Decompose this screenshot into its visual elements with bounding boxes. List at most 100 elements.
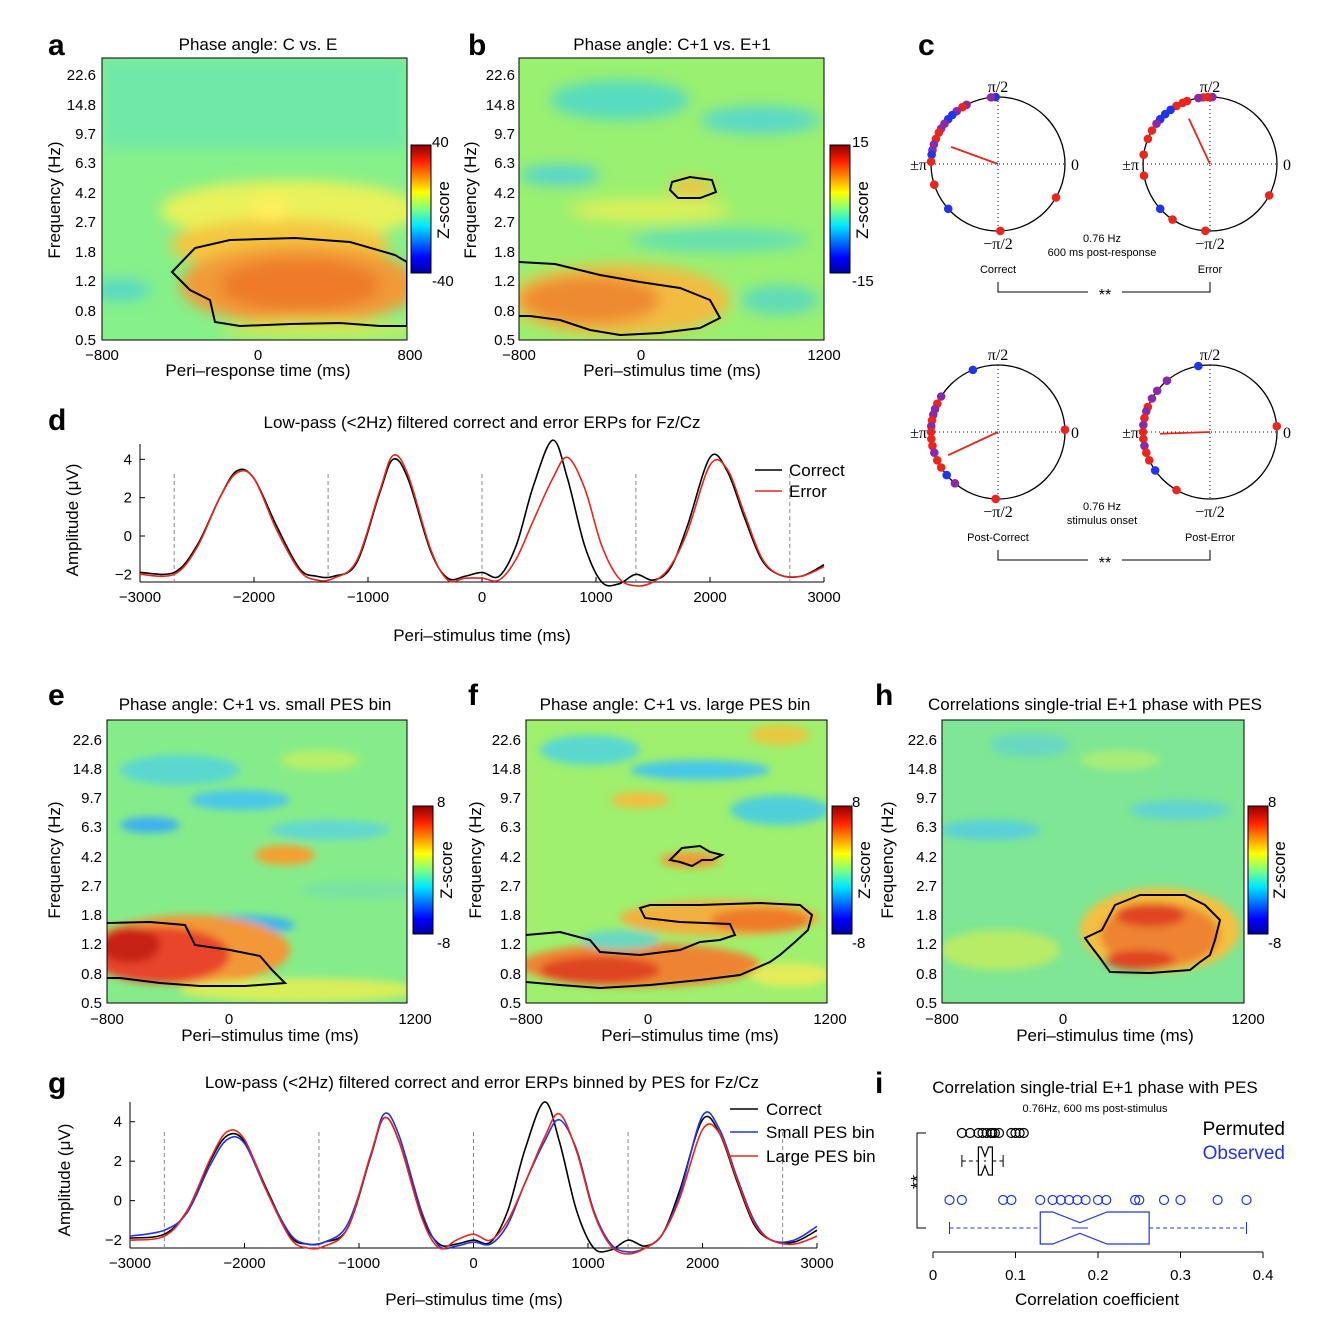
phase-dot [1168,215,1177,224]
outlier-point [1130,1194,1141,1206]
y-axis-h: 22.6 14.8 9.7 6.3 4.2 2.7 1.8 1.2 0.8 0.… [878,732,937,1012]
outlier-point [1241,1194,1252,1206]
series-line-correct [129,1101,818,1253]
panel-i-title: Correlation single-trial E+1 phase with … [932,1078,1258,1097]
y-tick-f-8: 0.8 [500,966,521,983]
y-tick-e-8: 0.8 [81,966,102,983]
polar-label: 0 [1071,157,1079,174]
line-plot-d: −3000 −2000 −1000 0 1000 2000 3000 −2 0 2 4 [115,439,841,606]
panel-e-title: Phase angle: C+1 vs. small PES bin [119,695,392,714]
phase-dot [1141,448,1151,458]
mean-phase-vector [1188,118,1211,165]
y-tick-h-6: 1.8 [916,907,937,924]
y-label-d: Amplitude (μV) [63,464,82,577]
series-line-error [139,454,825,587]
x-label-e: Peri–stimulus time (ms) [181,1026,359,1045]
x-tick-label: −1000 [338,1255,380,1272]
outlier-point [1035,1194,1046,1206]
panel-i-subtitle: 0.76Hz, 600 ms post-stimulus [1023,1103,1168,1115]
x-tick-label: 0 [469,1255,477,1272]
y-tick-label: 4 [124,451,132,468]
x-tick-label: −2000 [233,589,275,606]
y-tick-h-4: 4.2 [916,849,937,866]
series-line-large-pes-bin [129,1112,818,1255]
cbar-a-label: Z-score [434,181,453,239]
phase-dot [942,470,951,480]
x-tick-label: −2000 [223,1255,265,1272]
legend-d-error: Error [789,482,827,501]
y-tick-b-8: 0.8 [494,303,515,320]
phase-dot [928,441,937,451]
phase-dot [1140,441,1149,451]
x-tick-f-0: −800 [509,1011,543,1028]
y-tick-e-6: 1.8 [81,907,102,924]
y-tick-label: 0 [124,528,132,545]
phase-dot [1138,427,1148,437]
phase-dot [1139,420,1148,430]
phase-dot [1155,204,1165,214]
phase-dot [929,448,939,458]
outlier-point [1212,1194,1223,1206]
phase-dot [932,456,942,465]
panel-d: d Low-pass (<2Hz) filtered correct and e… [48,404,845,645]
phase-dot [1144,456,1154,465]
y-tick-h-8: 0.8 [916,966,937,983]
heatmap-e [106,719,408,1004]
panel-a: a Phase angle: C vs. E [45,29,454,380]
cbar-b-max: 15 [852,134,869,151]
phase-dot [927,434,936,444]
box-plot-i: 0 0.1 0.2 0.3 0.4 [929,1127,1274,1284]
polar-label: π/2 [988,79,1009,96]
x-tick-label: 1000 [579,589,612,606]
panel-b: b Phase angle: C+1 vs. E+1 [461,29,874,380]
y-label-e: Frequency (Hz) [45,801,64,918]
polar-label: −π/2 [1195,236,1225,253]
phase-dot [1272,421,1282,431]
y-tick-a-6: 1.8 [75,244,96,261]
cbar-h-max: 8 [1268,794,1276,811]
cbar-e-max: 8 [437,794,445,811]
phase-dot [1139,171,1149,180]
y-tick-label: −2 [105,1232,122,1249]
polar-label: −π/2 [983,504,1013,521]
phase-dot [1147,126,1157,135]
legend-g-small: Small PES bin [766,1123,875,1142]
phase-dot [929,180,939,190]
cbar-b-label: Z-score [853,181,872,239]
mean-phase-vector [947,431,999,457]
panel-label-h: h [875,679,893,712]
y-tick-e-3: 6.3 [81,819,102,836]
y-tick-a-9: 0.5 [75,332,96,349]
outlier-point [1018,1127,1029,1139]
y-tick-f-2: 9.7 [500,790,521,807]
x-label-f: Peri–stimulus time (ms) [601,1026,779,1045]
phase-dot [991,494,1000,504]
x-tick-label: 3000 [800,1255,833,1272]
polar-label: 0 [1071,425,1079,442]
x-tick-label: 0.4 [1253,1267,1274,1284]
c-top-note2: 600 ms post-response [1048,247,1157,259]
outlier-point [1010,1127,1021,1139]
polar-label: ±π [910,157,927,174]
y-tick-a-7: 1.2 [75,273,96,290]
outlier-point [993,1127,1005,1139]
outlier-point [1014,1127,1025,1139]
panel-g: g Low-pass (<2Hz) filtered correct and e… [48,1067,876,1309]
y-tick-f-1: 14.8 [492,761,521,778]
legend-i-observed: Observed [1203,1143,1285,1164]
outlier-point [944,1194,955,1206]
heatmap-h [941,719,1245,1004]
panel-d-title: Low-pass (<2Hz) filtered correct and err… [264,413,701,432]
phase-dot [927,150,936,159]
y-tick-b-9: 0.5 [494,332,515,349]
phase-dot [1139,150,1148,159]
colorbar-b: 15 -15 Z-score [829,134,874,290]
phase-dot [936,392,946,401]
series-line-correct [139,439,825,587]
polar-label: −π/2 [983,236,1013,253]
c-bot-note2: stimulus onset [1067,515,1137,527]
outlier-point [998,1194,1009,1206]
x-tick-b-0: −800 [502,347,536,364]
phase-dot [1264,191,1274,200]
heatmap-a [101,57,408,341]
